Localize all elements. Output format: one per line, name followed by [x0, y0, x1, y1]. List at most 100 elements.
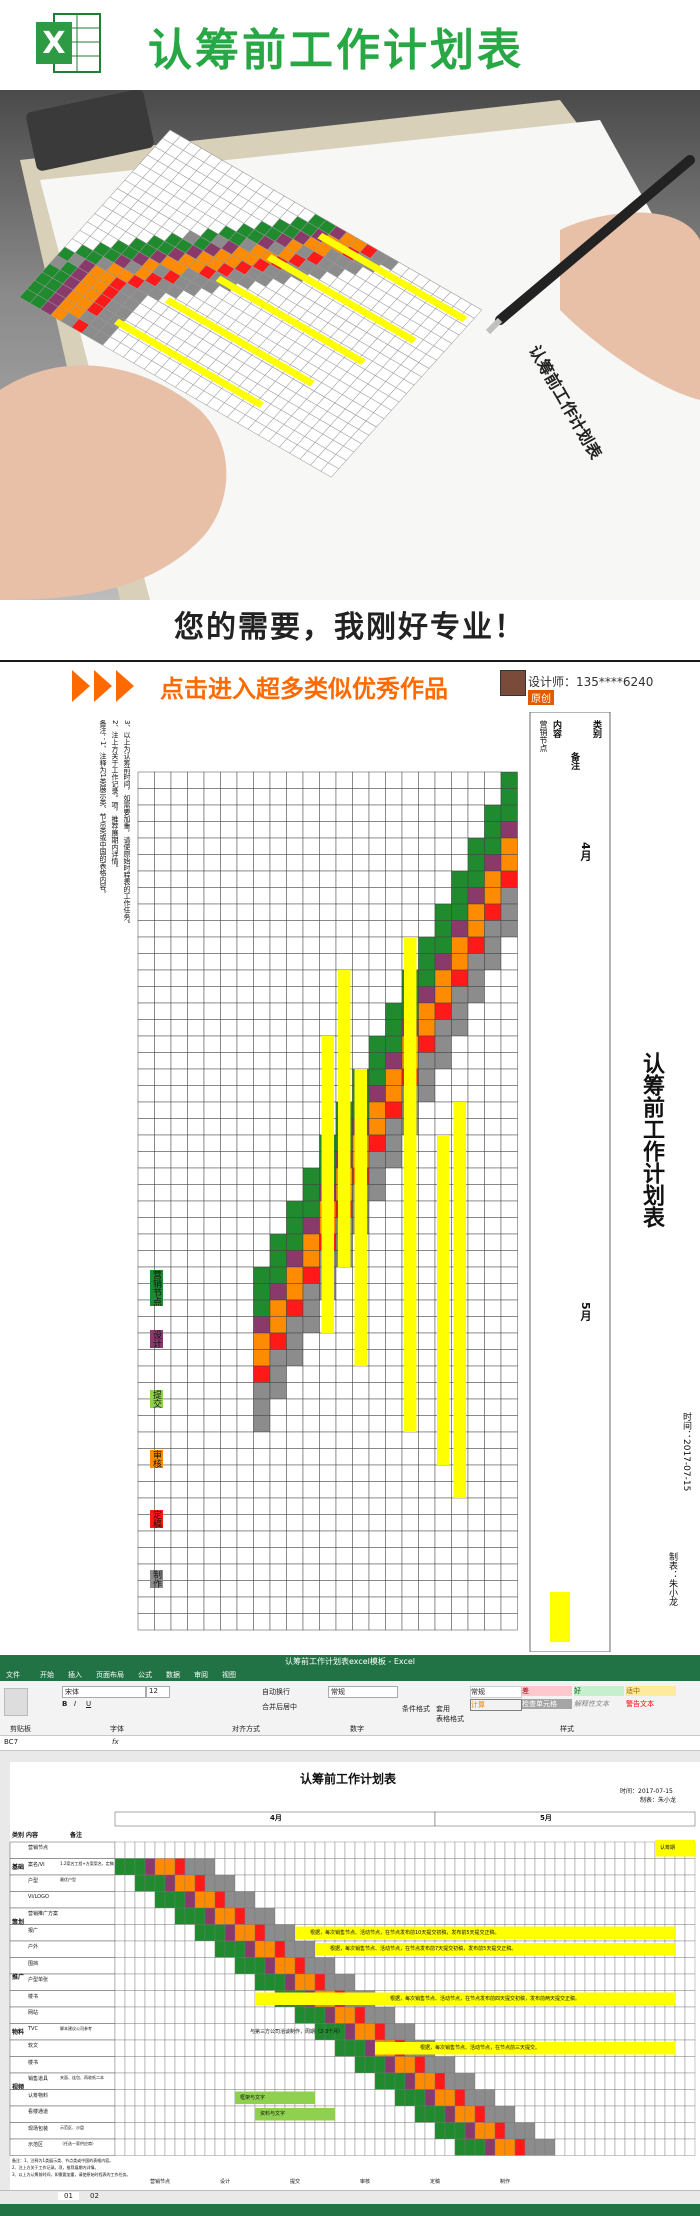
- sheet-cell: [154, 1217, 172, 1235]
- italic-button[interactable]: I: [74, 1700, 77, 1708]
- style-neutral[interactable]: 适中: [626, 1686, 676, 1696]
- banner-link[interactable]: 点击进入超多类似优秀作品: [160, 675, 448, 703]
- gantt-cell: [574, 1841, 586, 1859]
- sheet-cell: [385, 903, 403, 921]
- sheet-cell: [203, 969, 221, 987]
- gantt-cell: [204, 1891, 216, 1909]
- gantt-cell: [384, 2006, 396, 2024]
- sheet-cell: [484, 837, 502, 855]
- gantt-cell: [474, 1891, 486, 1909]
- sheet-cell: [467, 1151, 485, 1169]
- gantt-cell: [404, 2006, 416, 2024]
- gantt-cell: [174, 1973, 186, 1991]
- wrap-text-button[interactable]: 自动换行: [262, 1688, 290, 1696]
- sheet-cell: [269, 920, 287, 938]
- tab-home[interactable]: 开始: [40, 1671, 54, 1679]
- style-normal[interactable]: 常规: [470, 1686, 522, 1698]
- gantt-cell: [214, 2089, 226, 2107]
- excel-category-0: 基础: [12, 1864, 25, 1871]
- gantt-cell: [264, 2056, 276, 2074]
- gantt-cell: [414, 1907, 426, 1925]
- gantt-cell: [684, 1973, 696, 1991]
- sheet-cell: [500, 1316, 518, 1334]
- sheet-cell: [451, 1068, 469, 1086]
- bold-button[interactable]: B: [62, 1700, 68, 1708]
- gantt-cell: [254, 1874, 266, 1892]
- underline-button[interactable]: U: [86, 1700, 92, 1708]
- sheet-tab-02[interactable]: 02: [90, 2192, 99, 2200]
- font-name-select[interactable]: 宋体: [62, 1686, 146, 1698]
- triple-arrow-icon[interactable]: [72, 670, 138, 702]
- gantt-cell: [114, 1924, 126, 1942]
- style-explanatory[interactable]: 解释性文本: [574, 1700, 609, 1708]
- sheet-cell: [137, 1002, 155, 1020]
- formula-input[interactable]: [124, 1738, 696, 1748]
- tab-review[interactable]: 审阅: [194, 1671, 208, 1679]
- sheet-cell: [319, 1481, 337, 1499]
- gantt-cell: [224, 2056, 236, 2074]
- sheet-cell: [236, 788, 254, 806]
- sheet-cell: [401, 788, 419, 806]
- gantt-cell: [334, 1957, 346, 1975]
- gantt-cell: [164, 1907, 176, 1925]
- gantt-cell: [334, 2105, 346, 2123]
- sheet-cell: [269, 1415, 287, 1433]
- style-bad[interactable]: 差: [522, 1686, 572, 1696]
- name-box[interactable]: BC7: [4, 1738, 19, 1746]
- sheet-cell: [467, 1415, 485, 1433]
- sheet-cell: [467, 1530, 485, 1548]
- gantt-cell: [624, 2006, 636, 2024]
- tab-insert[interactable]: 插入: [68, 1671, 82, 1679]
- sheet-cell: [418, 1580, 436, 1598]
- gantt-cell: [654, 2072, 666, 2090]
- gantt-cell: [194, 1924, 206, 1942]
- font-size-select[interactable]: 12: [146, 1686, 170, 1698]
- tab-formulas[interactable]: 公式: [138, 1671, 152, 1679]
- gantt-cell: [344, 1907, 356, 1925]
- sheet-cell: [187, 1035, 205, 1053]
- avatar[interactable]: [500, 670, 526, 696]
- gantt-cell: [414, 1841, 426, 1859]
- style-good[interactable]: 好: [574, 1686, 624, 1696]
- gantt-cell: [204, 2023, 216, 2041]
- table-format-button[interactable]: 套用 表格格式: [436, 1705, 464, 1723]
- clipboard-group-label: 剪贴板: [10, 1725, 31, 1733]
- fx-icon[interactable]: fx: [112, 1738, 119, 1746]
- sheet-cell: [368, 1151, 386, 1169]
- gantt-cell: [624, 1858, 636, 1876]
- gantt-cell: [304, 1973, 316, 1991]
- tab-page-layout[interactable]: 页面布局: [96, 1671, 124, 1679]
- tab-data[interactable]: 数据: [166, 1671, 180, 1679]
- sheet-cell: [203, 936, 221, 954]
- style-check-cell[interactable]: 检查单元格: [522, 1699, 572, 1709]
- gantt-cell: [134, 2105, 146, 2123]
- tab-file[interactable]: 文件: [6, 1671, 20, 1679]
- gantt-cell: [584, 1957, 596, 1975]
- sheet-cell: [484, 1101, 502, 1119]
- sheet-cell: [385, 1299, 403, 1317]
- merge-center-button[interactable]: 合并后居中: [262, 1703, 297, 1711]
- sheet-cell: [302, 1448, 320, 1466]
- gantt-cell: [424, 1957, 436, 1975]
- gantt-cell: [564, 1957, 576, 1975]
- conditional-format-button[interactable]: 条件格式: [402, 1705, 430, 1713]
- sheet-cell: [203, 1200, 221, 1218]
- gantt-cell: [574, 2105, 586, 2123]
- sheet-cell: [401, 1563, 419, 1581]
- sheet-cell: [269, 1349, 287, 1367]
- style-warning[interactable]: 警告文本: [626, 1700, 654, 1708]
- sheet-cell: [170, 1266, 188, 1284]
- sheet-cell: [253, 1547, 271, 1565]
- sheet-cell: [467, 1250, 485, 1268]
- gantt-cell: [454, 1957, 466, 1975]
- tab-view[interactable]: 视图: [222, 1671, 236, 1679]
- gantt-cell: [444, 2056, 456, 2074]
- style-calc[interactable]: 计算: [470, 1699, 522, 1711]
- gantt-cell: [664, 1858, 676, 1876]
- sheet-cell: [203, 1283, 221, 1301]
- gantt-cell: [334, 2072, 346, 2090]
- sheet-tab-01[interactable]: 01: [58, 2192, 79, 2200]
- excel-task-note: （任选一家供应商）: [60, 2141, 96, 2146]
- paste-icon[interactable]: [4, 1688, 28, 1716]
- number-format-select[interactable]: 常规: [328, 1686, 398, 1698]
